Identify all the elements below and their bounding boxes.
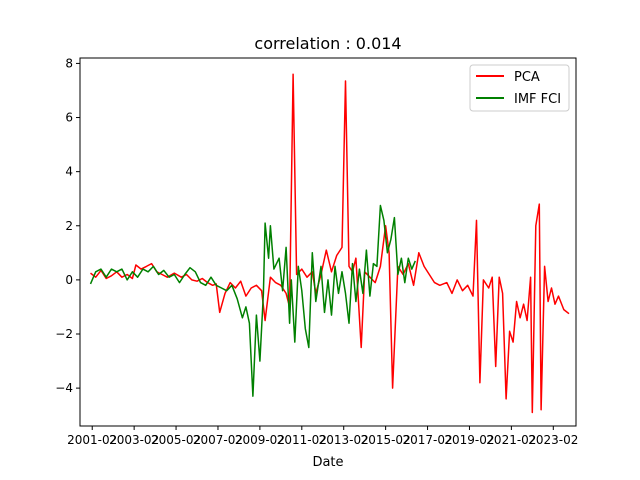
- legend-label-imf-fci: IMF FCI: [514, 92, 561, 107]
- y-axis: −4 −2 0 2 4 6 8: [55, 56, 80, 395]
- series-line-imf-fci: [89, 204, 416, 397]
- y-tick-label: 4: [65, 165, 73, 179]
- legend: PCA IMF FCI: [469, 64, 570, 112]
- y-tick-label: 2: [65, 219, 73, 233]
- x-axis: 2001-022003-022005-022007-022009-022011-…: [67, 426, 578, 447]
- x-tick-label: 2003-02: [109, 433, 159, 447]
- series-layer: [89, 73, 570, 414]
- x-tick-label: 2015-02: [361, 433, 411, 447]
- y-tick-label: 0: [65, 273, 73, 287]
- x-tick-label: 2013-02: [319, 433, 369, 447]
- x-tick-label: 2001-02: [67, 433, 117, 447]
- y-tick-label: −2: [55, 327, 73, 341]
- plot-area-frame: [79, 57, 577, 427]
- x-tick-label: 2021-02: [486, 433, 536, 447]
- x-tick-label: 2019-02: [444, 433, 494, 447]
- x-tick-label: 2023-02: [528, 433, 578, 447]
- y-tick-label: 6: [65, 111, 73, 125]
- x-tick-label: 2009-02: [235, 433, 285, 447]
- legend-label-pca: PCA: [514, 70, 540, 85]
- x-tick-label: 2017-02: [402, 433, 452, 447]
- x-axis-label: Date: [312, 455, 343, 470]
- chart-title: correlation : 0.014: [254, 34, 401, 53]
- x-tick-label: 2005-02: [151, 433, 201, 447]
- y-tick-label: 8: [65, 56, 73, 70]
- x-tick-label: 2007-02: [193, 433, 243, 447]
- x-tick-label: 2011-02: [277, 433, 327, 447]
- y-tick-label: −4: [55, 381, 73, 395]
